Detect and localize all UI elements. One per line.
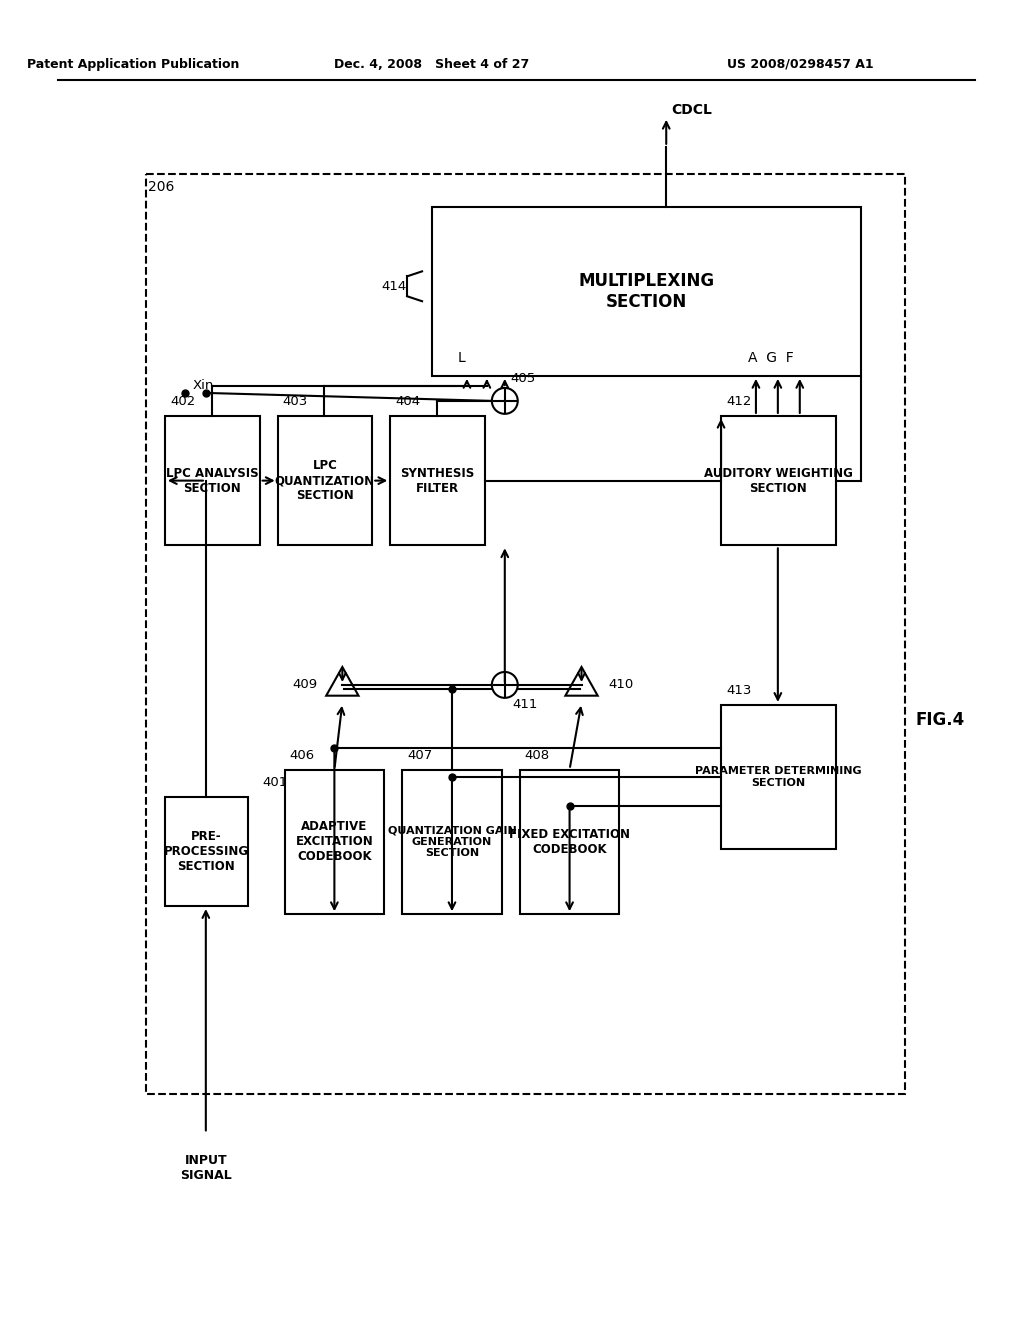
Bar [721, 705, 836, 849]
Bar [165, 416, 260, 545]
Text: QUANTIZATION GAIN
GENERATION
SECTION: QUANTIZATION GAIN GENERATION SECTION [388, 825, 516, 858]
Bar [146, 174, 905, 1093]
Text: Xin: Xin [193, 379, 214, 392]
Text: 206: 206 [148, 180, 174, 194]
Text: LPC ANALYSIS
SECTION: LPC ANALYSIS SECTION [166, 467, 259, 495]
Text: Patent Application Publication: Patent Application Publication [27, 58, 240, 70]
Text: 406: 406 [290, 750, 314, 762]
Text: 403: 403 [283, 396, 308, 408]
Text: PRE-
PROCESSING
SECTION: PRE- PROCESSING SECTION [164, 830, 249, 873]
Bar [278, 416, 373, 545]
Text: US 2008/0298457 A1: US 2008/0298457 A1 [727, 58, 874, 70]
Circle shape [492, 672, 518, 698]
Text: AUDITORY WEIGHTING
SECTION: AUDITORY WEIGHTING SECTION [703, 467, 853, 495]
Text: 409: 409 [292, 678, 317, 692]
Text: 414: 414 [382, 280, 407, 293]
Text: 407: 407 [408, 750, 432, 762]
Text: 413: 413 [726, 684, 752, 697]
Bar [390, 416, 484, 545]
Text: A  G  F: A G F [748, 351, 794, 366]
Text: ADAPTIVE
EXCITATION
CODEBOOK: ADAPTIVE EXCITATION CODEBOOK [296, 820, 374, 863]
Text: 404: 404 [395, 396, 420, 408]
Bar [285, 770, 384, 915]
Text: CDCL: CDCL [671, 103, 712, 117]
Bar [402, 770, 502, 915]
Text: 405: 405 [510, 372, 536, 385]
Text: PARAMETER DETERMINING
SECTION: PARAMETER DETERMINING SECTION [695, 767, 861, 788]
Text: SYNTHESIS
FILTER: SYNTHESIS FILTER [400, 467, 475, 495]
Circle shape [492, 388, 518, 414]
Text: INPUT
SIGNAL: INPUT SIGNAL [180, 1154, 231, 1183]
Text: L: L [458, 351, 466, 366]
Bar [432, 206, 860, 376]
Bar [721, 416, 836, 545]
Text: FIG.4: FIG.4 [915, 710, 965, 729]
Text: MULTIPLEXING
SECTION: MULTIPLEXING SECTION [579, 272, 715, 310]
Bar [165, 796, 248, 906]
Text: 401: 401 [262, 776, 288, 789]
Text: 410: 410 [608, 678, 634, 692]
Text: Dec. 4, 2008   Sheet 4 of 27: Dec. 4, 2008 Sheet 4 of 27 [335, 58, 529, 70]
Text: FIXED EXCITATION
CODEBOOK: FIXED EXCITATION CODEBOOK [509, 828, 630, 855]
Text: 408: 408 [524, 750, 550, 762]
Text: 411: 411 [512, 698, 538, 711]
Bar [520, 770, 620, 915]
Text: 402: 402 [170, 396, 196, 408]
Text: 412: 412 [726, 396, 752, 408]
Text: LPC
QUANTIZATION
SECTION: LPC QUANTIZATION SECTION [274, 459, 375, 502]
